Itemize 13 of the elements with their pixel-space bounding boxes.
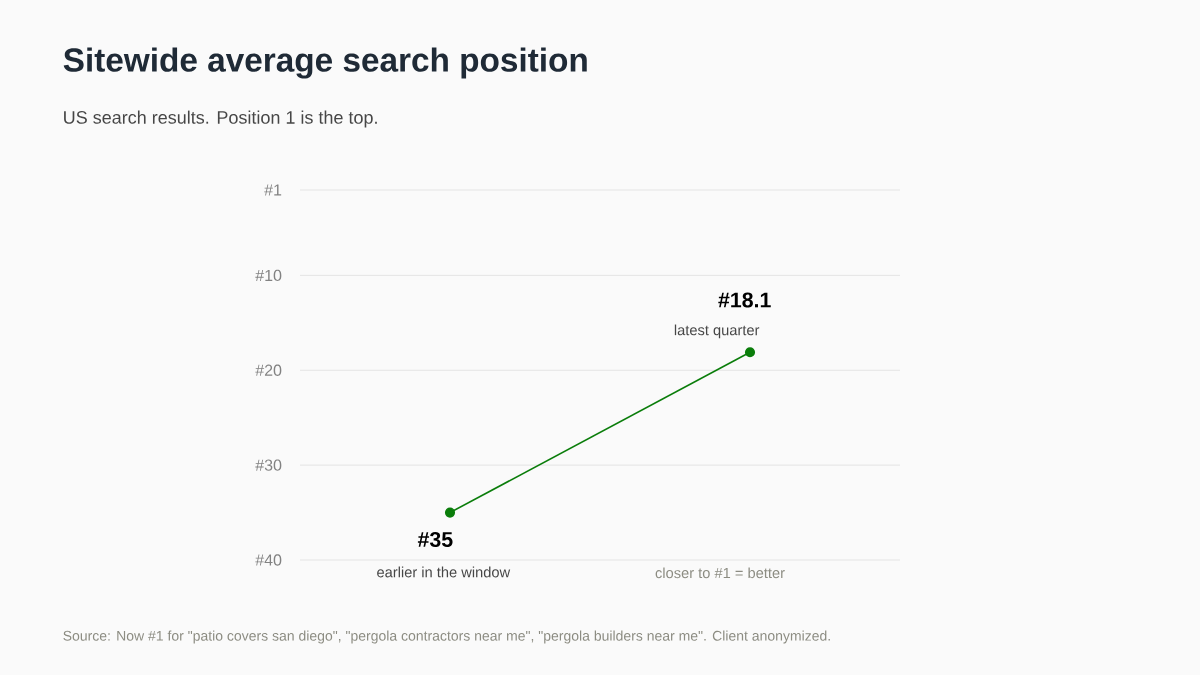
annotation: latest quarter — [674, 324, 760, 339]
data-label: #35 — [417, 531, 453, 548]
y-tick-label: #1 — [264, 184, 282, 196]
y-tick-label: #30 — [255, 459, 282, 471]
y-tick-label: #40 — [255, 554, 282, 566]
data-label: #18.1 — [718, 292, 771, 308]
source-note: Source: Now #1 for "patio covers san diego", "pergola contractors near me", "pergola builders near me". Client anonymized. — [63, 630, 830, 644]
chart-title: Sitewide average search position — [63, 47, 587, 79]
text: earlier in the window — [377, 566, 511, 578]
chart-subtitle: US search results. Position 1 is the top. — [64, 110, 377, 128]
text: closer to #1 = better — [655, 567, 785, 579]
y-tick-label: #20 — [255, 364, 282, 376]
y-tick-label: #10 — [255, 269, 282, 282]
